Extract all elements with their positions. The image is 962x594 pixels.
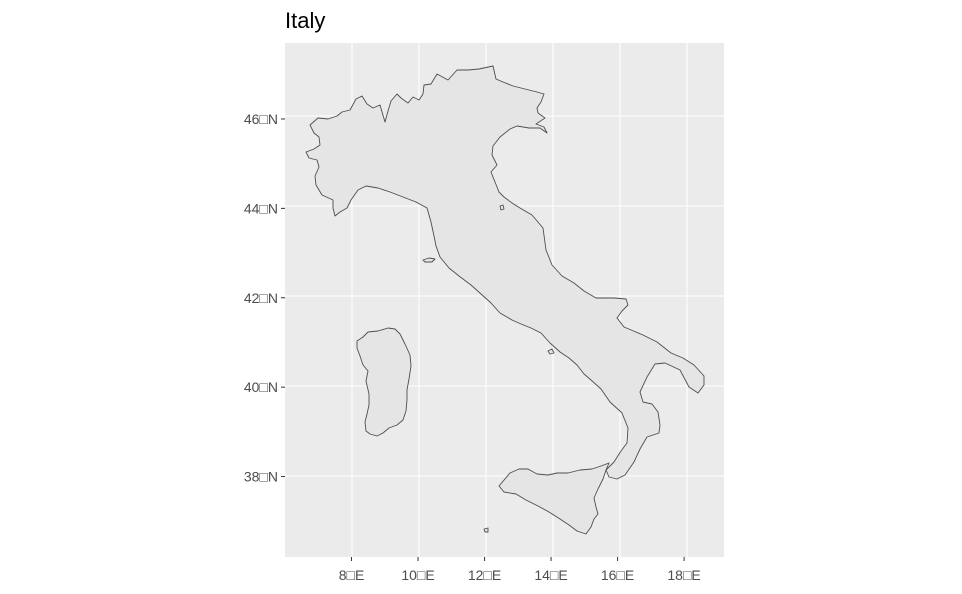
x-tick-label: 18□E xyxy=(667,567,700,583)
map-title: Italy xyxy=(285,8,326,33)
elba-shape xyxy=(422,257,436,263)
y-axis: 38□N 40□N 42□N 44□N 46□N xyxy=(244,111,285,485)
y-tick-label: 42□N xyxy=(244,290,278,306)
x-axis: 8□E 10□E 12□E 14□E 16□E 18□E xyxy=(339,557,701,583)
sardinia-shape xyxy=(356,327,412,437)
small-island-shape xyxy=(483,527,489,533)
x-tick-label: 16□E xyxy=(601,567,634,583)
small-island-shape xyxy=(499,204,505,211)
sicily-shape xyxy=(498,462,610,535)
y-tick-label: 44□N xyxy=(244,200,278,216)
small-island-shape xyxy=(547,348,555,355)
x-tick-label: 14□E xyxy=(534,567,567,583)
x-tick-label: 12□E xyxy=(468,567,501,583)
y-tick-label: 40□N xyxy=(244,379,278,395)
x-tick-label: 8□E xyxy=(339,567,365,583)
y-tick-label: 46□N xyxy=(244,111,278,127)
italy-mainland-shape xyxy=(305,65,705,480)
italy-outline xyxy=(305,65,705,535)
x-tick-label: 10□E xyxy=(401,567,434,583)
y-tick-label: 38□N xyxy=(244,469,278,485)
